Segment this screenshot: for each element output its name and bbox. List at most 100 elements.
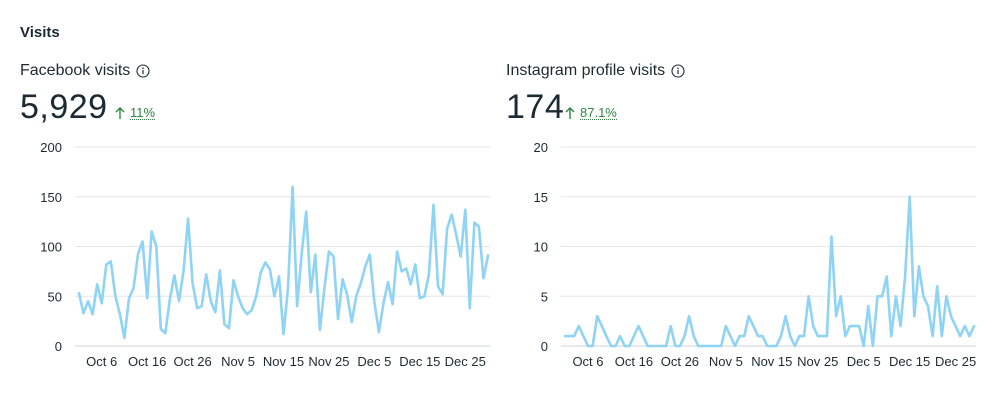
data-point[interactable] bbox=[581, 334, 585, 338]
data-point[interactable] bbox=[940, 334, 944, 338]
info-icon[interactable] bbox=[136, 64, 150, 78]
data-point[interactable] bbox=[250, 308, 254, 312]
data-point[interactable] bbox=[871, 344, 875, 348]
data-point[interactable] bbox=[802, 334, 806, 338]
data-point[interactable] bbox=[200, 304, 204, 308]
data-point[interactable] bbox=[853, 324, 857, 328]
data-point[interactable] bbox=[309, 290, 313, 294]
data-point[interactable] bbox=[363, 264, 367, 268]
data-point[interactable] bbox=[696, 344, 700, 348]
data-point[interactable] bbox=[604, 334, 608, 338]
data-point[interactable] bbox=[793, 344, 797, 348]
data-point[interactable] bbox=[917, 264, 921, 268]
data-point[interactable] bbox=[880, 294, 884, 298]
data-point[interactable] bbox=[268, 267, 272, 271]
data-point[interactable] bbox=[816, 334, 820, 338]
data-point[interactable] bbox=[122, 336, 126, 340]
data-point[interactable] bbox=[282, 332, 286, 336]
data-point[interactable] bbox=[921, 294, 925, 298]
data-point[interactable] bbox=[875, 294, 879, 298]
data-point[interactable] bbox=[664, 344, 668, 348]
data-point[interactable] bbox=[728, 334, 732, 338]
data-point[interactable] bbox=[409, 282, 413, 286]
data-point[interactable] bbox=[623, 344, 627, 348]
facebook-visits-change[interactable]: 11% bbox=[114, 106, 156, 120]
data-point[interactable] bbox=[843, 334, 847, 338]
data-point[interactable] bbox=[368, 252, 372, 256]
data-point[interactable] bbox=[935, 284, 939, 288]
data-point[interactable] bbox=[172, 273, 176, 277]
data-point[interactable] bbox=[894, 294, 898, 298]
data-point[interactable] bbox=[747, 314, 751, 318]
data-point[interactable] bbox=[232, 278, 236, 282]
data-point[interactable] bbox=[687, 314, 691, 318]
data-point[interactable] bbox=[404, 266, 408, 270]
data-point[interactable] bbox=[277, 274, 281, 278]
data-point[interactable] bbox=[898, 324, 902, 328]
data-point[interactable] bbox=[304, 210, 308, 214]
data-point[interactable] bbox=[660, 344, 664, 348]
data-point[interactable] bbox=[627, 344, 631, 348]
info-icon[interactable] bbox=[671, 64, 685, 78]
data-point[interactable] bbox=[797, 334, 801, 338]
data-point[interactable] bbox=[637, 324, 641, 328]
data-point[interactable] bbox=[825, 334, 829, 338]
data-point[interactable] bbox=[395, 249, 399, 253]
data-point[interactable] bbox=[600, 324, 604, 328]
data-point[interactable] bbox=[715, 344, 719, 348]
data-point[interactable] bbox=[472, 221, 476, 225]
data-point[interactable] bbox=[719, 344, 723, 348]
data-point[interactable] bbox=[967, 334, 971, 338]
data-point[interactable] bbox=[209, 299, 213, 303]
data-point[interactable] bbox=[889, 334, 893, 338]
data-point[interactable] bbox=[118, 312, 122, 316]
data-point[interactable] bbox=[272, 294, 276, 298]
data-point[interactable] bbox=[186, 217, 190, 221]
data-point[interactable] bbox=[834, 314, 838, 318]
data-point[interactable] bbox=[445, 227, 449, 231]
data-point[interactable] bbox=[678, 344, 682, 348]
data-point[interactable] bbox=[572, 334, 576, 338]
data-point[interactable] bbox=[77, 291, 81, 295]
data-point[interactable] bbox=[331, 254, 335, 258]
data-point[interactable] bbox=[413, 262, 417, 266]
data-point[interactable] bbox=[761, 334, 765, 338]
data-point[interactable] bbox=[733, 344, 737, 348]
data-point[interactable] bbox=[263, 260, 267, 264]
data-point[interactable] bbox=[591, 344, 595, 348]
data-point[interactable] bbox=[341, 277, 345, 281]
data-point[interactable] bbox=[848, 324, 852, 328]
data-point[interactable] bbox=[168, 297, 172, 301]
data-point[interactable] bbox=[359, 281, 363, 285]
data-point[interactable] bbox=[866, 304, 870, 308]
data-point[interactable] bbox=[322, 286, 326, 290]
data-point[interactable] bbox=[908, 195, 912, 199]
data-point[interactable] bbox=[236, 294, 240, 298]
data-point[interactable] bbox=[949, 314, 953, 318]
data-point[interactable] bbox=[770, 344, 774, 348]
data-point[interactable] bbox=[381, 301, 385, 305]
data-point[interactable] bbox=[632, 334, 636, 338]
data-point[interactable] bbox=[95, 282, 99, 286]
data-point[interactable] bbox=[481, 276, 485, 280]
data-point[interactable] bbox=[132, 286, 136, 290]
data-point[interactable] bbox=[350, 320, 354, 324]
data-point[interactable] bbox=[454, 233, 458, 237]
data-point[interactable] bbox=[724, 324, 728, 328]
data-point[interactable] bbox=[705, 344, 709, 348]
data-point[interactable] bbox=[756, 334, 760, 338]
data-point[interactable] bbox=[477, 225, 481, 229]
data-point[interactable] bbox=[912, 314, 916, 318]
data-point[interactable] bbox=[468, 306, 472, 310]
data-point[interactable] bbox=[241, 306, 245, 310]
data-point[interactable] bbox=[318, 328, 322, 332]
data-point[interactable] bbox=[655, 344, 659, 348]
data-point[interactable] bbox=[807, 294, 811, 298]
data-point[interactable] bbox=[295, 304, 299, 308]
data-point[interactable] bbox=[903, 274, 907, 278]
data-point[interactable] bbox=[113, 294, 117, 298]
data-point[interactable] bbox=[422, 294, 426, 298]
data-point[interactable] bbox=[609, 344, 613, 348]
data-point[interactable] bbox=[145, 296, 149, 300]
data-point[interactable] bbox=[673, 344, 677, 348]
